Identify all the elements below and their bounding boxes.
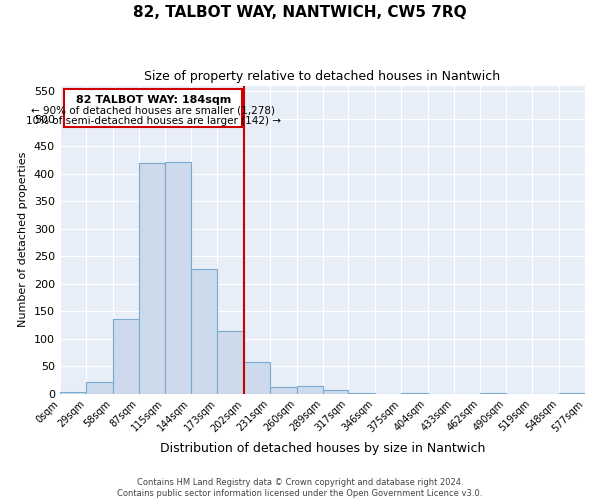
Y-axis label: Number of detached properties: Number of detached properties [19, 152, 28, 328]
X-axis label: Distribution of detached houses by size in Nantwich: Distribution of detached houses by size … [160, 442, 485, 455]
Bar [323, 390, 349, 394]
Text: 82, TALBOT WAY, NANTWICH, CW5 7RQ: 82, TALBOT WAY, NANTWICH, CW5 7RQ [133, 5, 467, 20]
Bar [270, 387, 296, 394]
Bar [113, 319, 139, 394]
Bar [86, 382, 113, 394]
Text: Contains HM Land Registry data © Crown copyright and database right 2024.
Contai: Contains HM Land Registry data © Crown c… [118, 478, 482, 498]
Bar [139, 162, 164, 394]
FancyBboxPatch shape [64, 90, 242, 127]
Bar [217, 331, 244, 394]
Bar [296, 386, 323, 394]
Text: ← 90% of detached houses are smaller (1,278): ← 90% of detached houses are smaller (1,… [31, 106, 275, 116]
Text: 10% of semi-detached houses are larger (142) →: 10% of semi-detached houses are larger (… [26, 116, 281, 126]
Bar [349, 392, 375, 394]
Bar [244, 362, 270, 394]
Title: Size of property relative to detached houses in Nantwich: Size of property relative to detached ho… [145, 70, 500, 83]
Bar [191, 270, 217, 394]
Bar [401, 392, 428, 394]
Text: 82 TALBOT WAY: 184sqm: 82 TALBOT WAY: 184sqm [76, 95, 231, 105]
Bar [164, 162, 191, 394]
Bar [60, 392, 86, 394]
